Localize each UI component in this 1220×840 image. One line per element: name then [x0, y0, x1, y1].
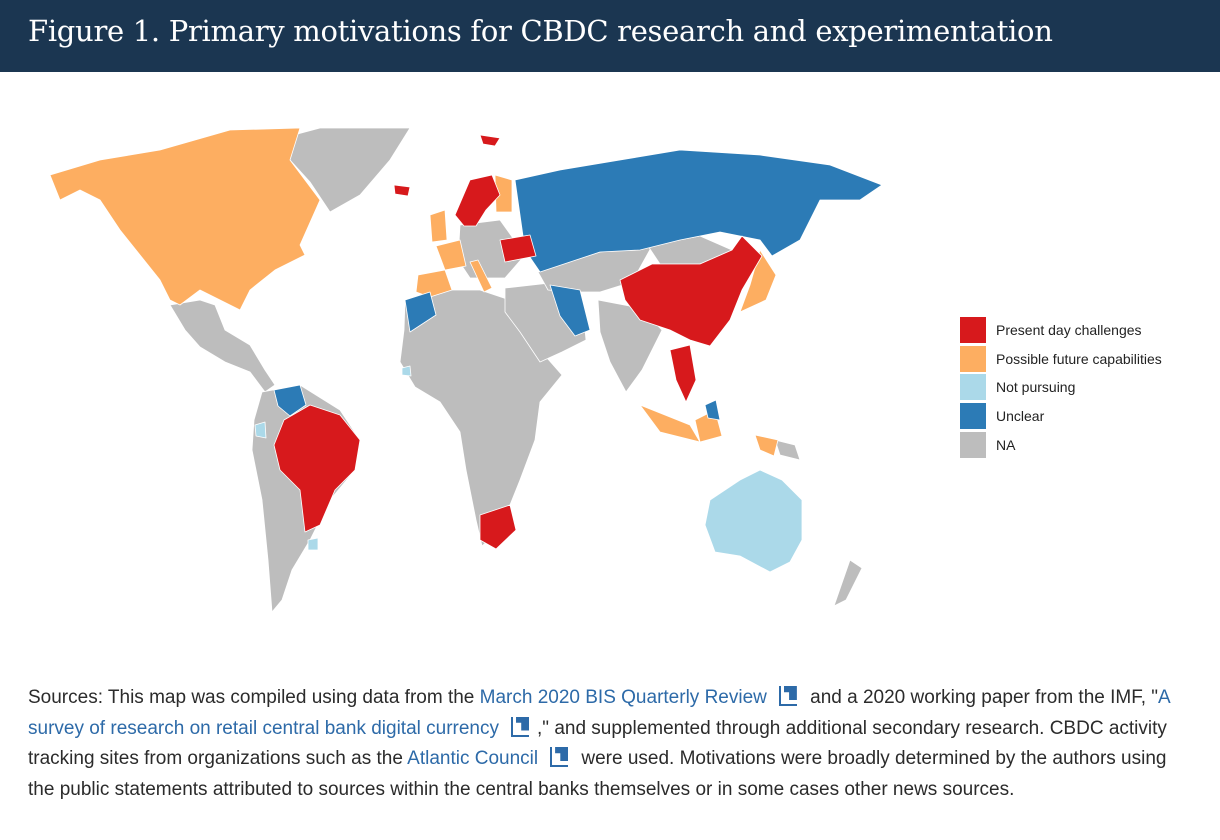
region-svalbard	[479, 134, 501, 147]
region-philippines	[704, 399, 721, 421]
external-link-icon[interactable]	[778, 686, 797, 706]
region-thailand	[669, 344, 697, 403]
legend-label: Unclear	[996, 408, 1045, 425]
legend-label: Not pursuing	[996, 379, 1076, 396]
region-indonesia-west	[639, 404, 701, 443]
sources-text: and a 2020 working paper from the IMF, "	[804, 687, 1159, 708]
region-west-africa	[401, 365, 412, 377]
figure-header: Figure 1. Primary motivations for CBDC r…	[0, 0, 1220, 72]
legend-item-unclear: Unclear	[960, 402, 1162, 431]
region-indonesia-papua	[754, 434, 779, 457]
region-iceland	[393, 184, 411, 197]
external-link-icon[interactable]	[511, 716, 530, 737]
atlantic-council-link[interactable]: Atlantic Council	[407, 748, 539, 769]
region-iran	[549, 284, 591, 337]
region-north-america	[49, 127, 321, 311]
sources-note: Sources: This map was compiled using dat…	[28, 683, 1198, 805]
legend-swatch	[960, 403, 986, 430]
region-central-america	[169, 299, 276, 393]
region-spain	[415, 269, 453, 298]
region-uk	[429, 209, 448, 243]
region-china	[619, 235, 763, 347]
external-link-icon[interactable]	[550, 747, 569, 767]
region-australia	[704, 469, 803, 573]
sources-text: ," and supplemented through additional s…	[28, 717, 1167, 770]
bis-quarterly-review-link[interactable]: March 2020 BIS Quarterly Review	[479, 687, 767, 708]
region-italy	[469, 259, 493, 293]
region-greenland	[274, 127, 411, 213]
world-map	[49, 127, 883, 613]
region-png	[774, 439, 801, 461]
map-legend: Present day challenges Possible future c…	[960, 316, 1162, 459]
legend-item-possible-future-capabilities: Possible future capabilities	[960, 345, 1162, 374]
sources-text: were used. Motivations were broadly dete…	[28, 748, 1167, 800]
imf-survey-link[interactable]: A survey of research on retail central b…	[28, 687, 1170, 739]
region-venezuela	[273, 384, 307, 417]
region-south-africa	[479, 504, 517, 550]
region-new-zealand	[833, 559, 863, 607]
legend-swatch	[960, 374, 986, 401]
legend-item-na: NA	[960, 430, 1162, 459]
legend-label: Possible future capabilities	[996, 350, 1162, 367]
figure-title: Figure 1. Primary motivations for CBDC r…	[28, 14, 1053, 48]
region-brazil	[273, 404, 361, 533]
legend-swatch	[960, 345, 986, 372]
region-ukraine	[499, 234, 537, 263]
legend-item-present-day-challenges: Present day challenges	[960, 316, 1162, 345]
region-japan	[739, 249, 777, 313]
region-scandinavia	[454, 174, 501, 227]
legend-label: NA	[996, 436, 1016, 453]
legend-item-not-pursuing: Not pursuing	[960, 373, 1162, 402]
region-uruguay	[307, 537, 319, 551]
region-ecuador	[254, 421, 267, 439]
region-france	[435, 239, 467, 271]
legend-swatch	[960, 431, 986, 458]
region-russia	[514, 149, 883, 273]
sources-text: Sources: This map was compiled using dat…	[28, 687, 480, 708]
legend-label: Present day challenges	[996, 322, 1142, 339]
region-morocco	[404, 291, 437, 333]
legend-swatch	[960, 317, 986, 344]
